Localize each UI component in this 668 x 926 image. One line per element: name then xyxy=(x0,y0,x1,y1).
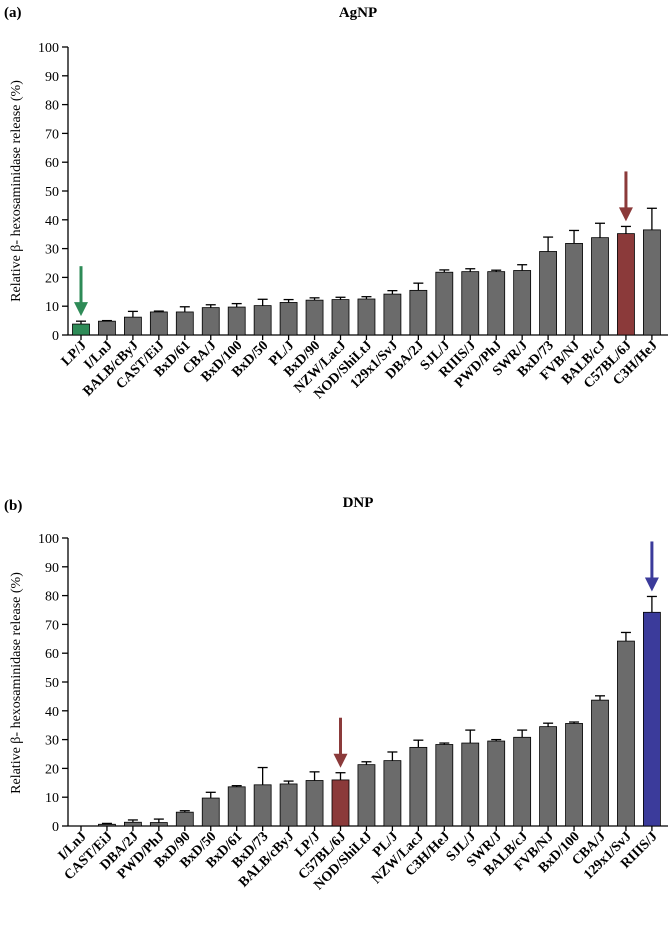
bar xyxy=(513,270,532,336)
bar xyxy=(435,271,454,336)
bar xyxy=(383,293,402,336)
bar xyxy=(253,305,272,336)
bar xyxy=(98,823,116,827)
bar xyxy=(201,797,220,827)
bar xyxy=(565,243,583,336)
bar xyxy=(305,780,324,827)
bar xyxy=(331,779,350,827)
bar xyxy=(643,229,661,336)
bar xyxy=(539,726,557,827)
panel-b-plot: 0102030405060708090100I/LnJCAST/EiJDBA/2… xyxy=(38,532,668,893)
y-tick-label: 80 xyxy=(45,99,59,114)
y-tick-label: 70 xyxy=(45,127,59,142)
bar xyxy=(591,237,609,336)
bar xyxy=(617,640,635,827)
bar xyxy=(539,251,557,336)
arrow-head-icon xyxy=(644,577,659,592)
bar xyxy=(227,306,246,336)
y-tick-label: 20 xyxy=(45,271,59,286)
y-tick-label: 0 xyxy=(52,329,59,344)
panel-b-title: DNP xyxy=(343,495,374,511)
panel-a-title: AgNP xyxy=(339,5,377,21)
bar xyxy=(279,302,298,336)
y-tick-label: 50 xyxy=(45,185,59,200)
y-tick-label: 40 xyxy=(45,705,59,720)
bar xyxy=(279,783,298,827)
bar xyxy=(175,311,194,336)
bar xyxy=(643,611,661,827)
bar xyxy=(305,299,324,336)
y-tick-label: 40 xyxy=(45,214,59,229)
bar xyxy=(253,784,272,827)
bar xyxy=(175,811,194,827)
y-tick-label: 70 xyxy=(45,618,59,633)
bar xyxy=(72,323,90,336)
bar xyxy=(124,316,142,336)
y-tick-label: 90 xyxy=(45,70,59,85)
y-tick-label: 90 xyxy=(45,561,59,576)
y-tick-label: 10 xyxy=(45,791,59,806)
bar xyxy=(487,740,506,827)
arrow-head-icon xyxy=(74,302,88,317)
y-tick-label: 20 xyxy=(45,762,59,777)
bar xyxy=(461,742,480,827)
y-tick-label: 30 xyxy=(45,243,59,258)
panel-a-label: (a) xyxy=(4,5,22,21)
bar xyxy=(227,786,246,827)
bar xyxy=(591,699,609,827)
bar xyxy=(124,821,142,827)
bar xyxy=(98,320,116,336)
bar xyxy=(461,271,480,336)
bar xyxy=(357,298,376,336)
panel-a-y-axis-label: Relative β- hexosaminidase release (%) xyxy=(9,80,24,302)
y-tick-label: 50 xyxy=(45,676,59,691)
y-tick-label: 0 xyxy=(52,820,59,835)
bar xyxy=(565,723,583,827)
panel-a-plot: 0102030405060708090100LP/JI/LnJBALB/cByJ… xyxy=(38,41,668,402)
arrow-head-icon xyxy=(333,753,348,768)
bar xyxy=(487,271,506,336)
bar xyxy=(201,307,220,336)
bar xyxy=(357,764,376,827)
bar xyxy=(435,744,454,827)
y-tick-label: 30 xyxy=(45,734,59,749)
bar xyxy=(149,311,168,336)
y-tick-label: 60 xyxy=(45,647,59,662)
bar xyxy=(331,299,350,336)
bar xyxy=(409,746,428,827)
bar xyxy=(617,233,635,336)
y-tick-label: 80 xyxy=(45,590,59,605)
bar xyxy=(383,760,402,827)
panel-b-label: (b) xyxy=(4,498,22,514)
arrow-head-icon xyxy=(618,207,633,222)
bar xyxy=(409,289,428,336)
y-tick-label: 100 xyxy=(38,41,59,56)
bar xyxy=(149,822,168,827)
bar xyxy=(513,736,532,827)
panel-b-y-axis-label: Relative β- hexosaminidase release (%) xyxy=(9,572,24,794)
y-tick-label: 10 xyxy=(45,300,59,315)
y-tick-label: 100 xyxy=(38,532,59,547)
y-tick-label: 60 xyxy=(45,156,59,171)
